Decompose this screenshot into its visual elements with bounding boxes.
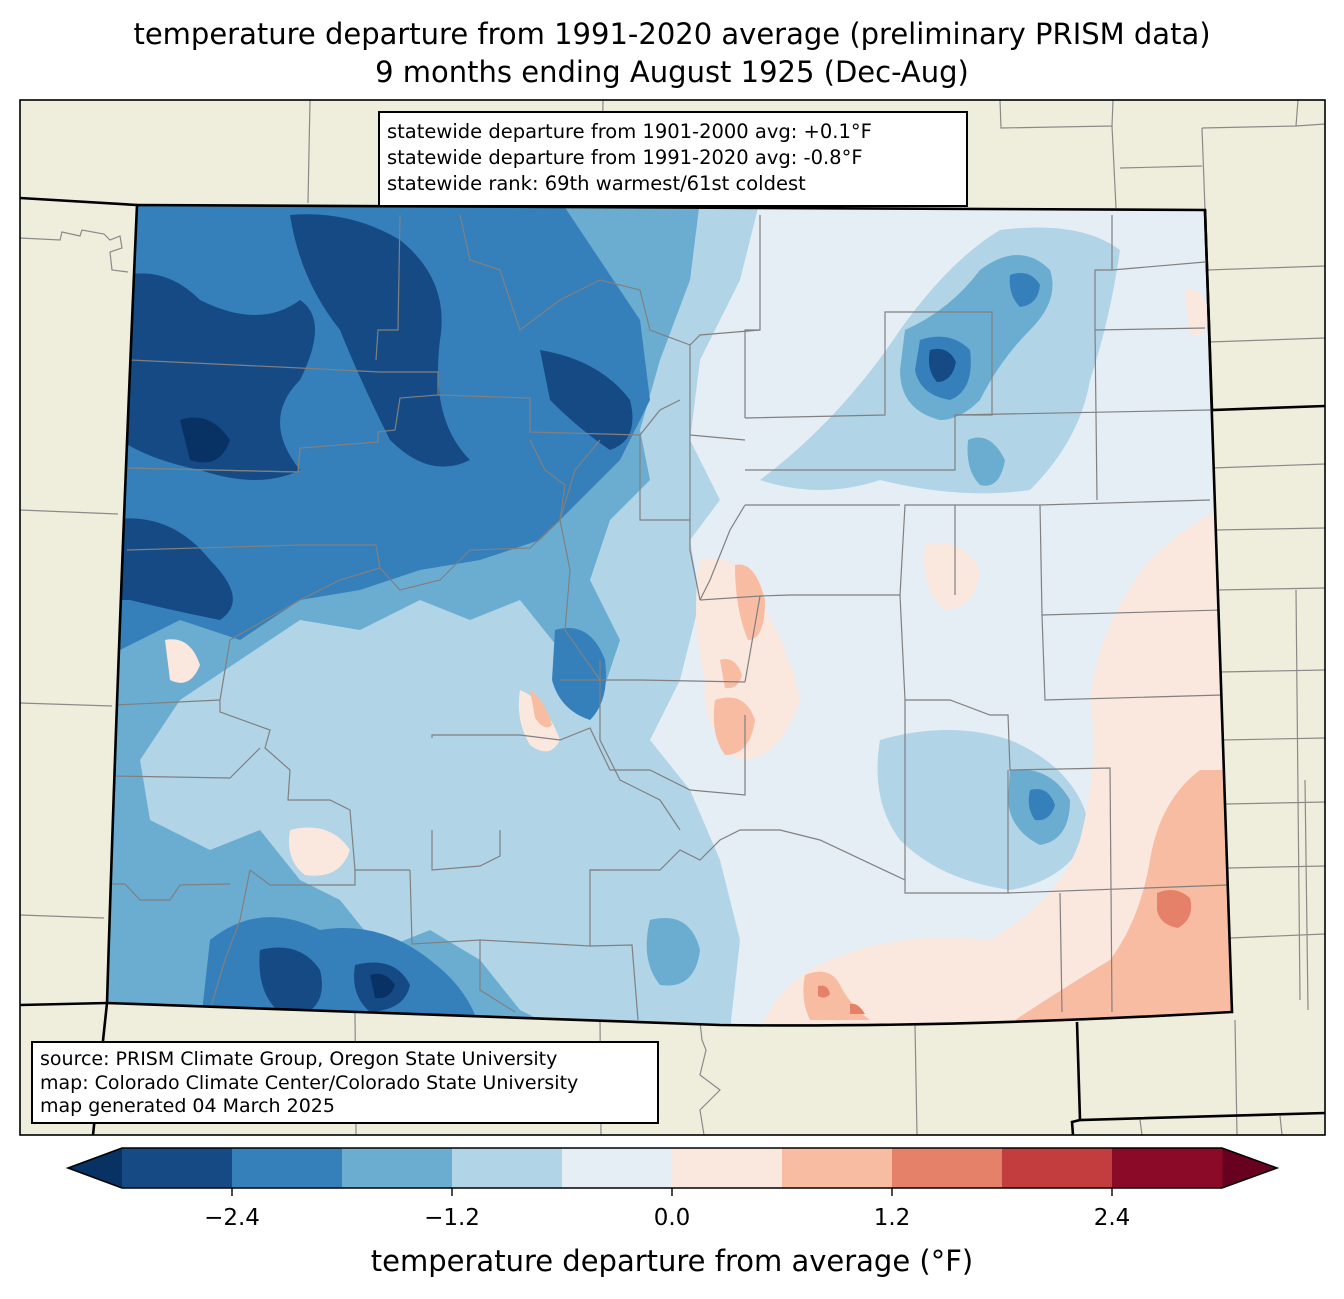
contour-band [928,348,956,382]
colorbar-bin [672,1148,783,1188]
colorbar-over-extension [1222,1148,1277,1188]
contour-band [1000,770,1232,1026]
colorbar-tick-label: 2.4 [1093,1205,1131,1231]
credit-source: source: PRISM Climate Group, Oregon Stat… [40,1048,558,1070]
colorbar-bin [892,1148,1003,1188]
contour-band [180,417,230,463]
credit-map: map: Colorado Climate Center/Colorado St… [40,1071,579,1094]
credits-box: source: PRISM Climate Group, Oregon Stat… [31,1041,659,1124]
contour-band [924,542,980,610]
contour-band [1009,272,1040,307]
map-title-line-1: temperature departure from 1991-2020 ave… [133,17,1211,51]
contour-band [646,918,700,986]
contour-band [110,273,315,480]
statewide-stats-box: statewide departure from 1901-2000 avg: … [378,111,968,207]
colorbar-tick-label: −1.2 [424,1205,480,1231]
contour-band [290,214,470,467]
contour-band [540,350,633,450]
contour-band [370,973,395,999]
colorbar-bin [122,1148,233,1188]
colorbar-bin [782,1148,893,1188]
contour-band [200,917,480,1026]
stats-rank: statewide rank: 69th warmest/61st coldes… [387,172,806,195]
contour-band [818,985,830,998]
contour-band [735,564,765,640]
stats-departure-1901-2000: statewide departure from 1901-2000 avg: … [387,120,872,143]
colorbar-tick-label: −2.4 [204,1205,260,1231]
temperature-contour-field [107,205,1232,1026]
colorbar-bin [342,1148,453,1188]
colorbar [65,1147,1280,1196]
contour-band [1157,889,1192,928]
colorbar-outline [65,1147,1280,1189]
contour-band [289,827,350,876]
map-frame [19,99,1326,1136]
colorbar-bin [1112,1148,1223,1188]
neighbor-county-lines [20,100,1325,1135]
credit-generated: map generated 04 March 2025 [40,1095,335,1117]
contour-band [165,639,200,683]
stats-departure-1991-2020: statewide departure from 1991-2020 avg: … [387,146,863,169]
colorbar-tick-label: 0.0 [653,1205,691,1231]
colorbar-bin [232,1148,343,1188]
contour-band [850,1003,865,1014]
contour-band [552,628,606,720]
map-title-line-2: 9 months ending August 1925 (Dec-Aug) [375,55,969,89]
colorbar-bin [562,1148,673,1188]
colorado-border [105,203,1234,1027]
colorbar-under-extension [68,1148,122,1188]
contour-band [967,437,1005,486]
colorbar-bin [1002,1148,1113,1188]
county-boundaries [108,214,1229,1021]
contour-band [1028,789,1055,821]
colorbar-bin [452,1148,563,1188]
contour-band [760,500,1232,1026]
contour-band [720,659,742,689]
colorbar-label: temperature departure from average (°F) [370,1244,974,1278]
contour-band [259,947,322,1020]
contour-band [530,690,552,728]
colorbar-tick-label: 1.2 [873,1205,911,1231]
contour-band [1185,289,1210,336]
contour-band [110,518,233,620]
